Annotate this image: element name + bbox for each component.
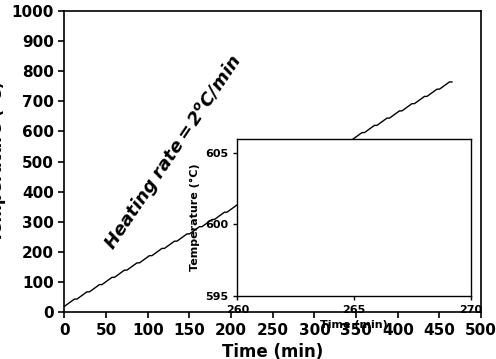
Text: $\bfit{Heating\ rate = 2^oC/min}$: $\bfit{Heating\ rate = 2^oC/min}$ <box>99 51 246 254</box>
X-axis label: Time (min): Time (min) <box>222 343 323 359</box>
Y-axis label: Temperature (°C): Temperature (°C) <box>0 81 6 242</box>
